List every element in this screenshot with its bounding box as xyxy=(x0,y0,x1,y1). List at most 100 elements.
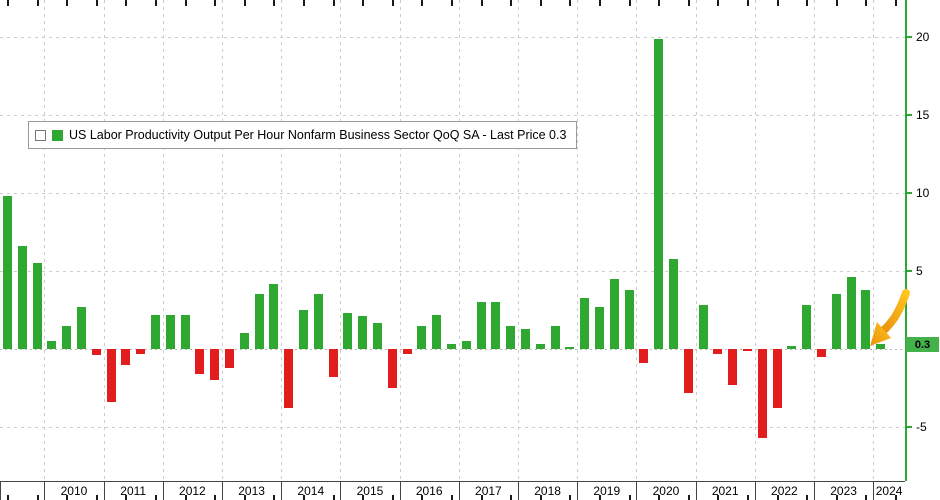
bar xyxy=(328,349,338,378)
top-axis-tick xyxy=(747,0,749,6)
top-axis-tick xyxy=(66,0,69,6)
bar xyxy=(17,246,27,349)
bar xyxy=(387,349,397,388)
gridline-v xyxy=(162,0,164,481)
y-axis-label: -5 xyxy=(916,420,927,434)
y-axis-label: 5 xyxy=(916,264,923,278)
y-axis-tick xyxy=(905,36,912,38)
bottom-edge-tick xyxy=(332,495,335,500)
year-tick xyxy=(340,481,342,500)
year-tick xyxy=(458,481,460,500)
top-axis-tick xyxy=(155,0,157,6)
bar xyxy=(402,349,412,354)
legend-label: US Labor Productivity Output Per Hour No… xyxy=(69,128,567,142)
bar xyxy=(772,349,782,409)
legend-checkbox-icon[interactable] xyxy=(35,129,46,141)
bottom-edge-tick xyxy=(776,495,779,500)
bar xyxy=(284,349,294,409)
bar xyxy=(535,344,545,349)
bar xyxy=(2,196,12,349)
bar xyxy=(742,349,752,351)
top-axis-tick xyxy=(451,0,453,6)
bar xyxy=(550,325,560,349)
bottom-edge-tick xyxy=(7,495,9,500)
bottom-edge-tick xyxy=(895,495,897,500)
bottom-edge-tick xyxy=(214,495,217,500)
top-axis-tick xyxy=(391,0,394,6)
bottom-edge-tick xyxy=(539,495,542,500)
year-label: 2015 xyxy=(356,484,384,498)
bar xyxy=(846,277,856,349)
top-axis-tick xyxy=(510,0,513,6)
top-axis-tick xyxy=(835,0,838,6)
bottom-edge-tick xyxy=(806,495,809,500)
year-tick xyxy=(103,481,105,500)
gridline-v xyxy=(636,0,638,481)
bar xyxy=(91,349,101,356)
top-axis-tick xyxy=(36,0,39,6)
bar xyxy=(446,344,456,349)
bottom-edge-tick xyxy=(391,495,394,500)
gridline-v xyxy=(695,0,697,481)
bottom-edge-tick xyxy=(747,495,749,500)
gridline-v xyxy=(577,0,579,481)
last-price-badge: 0.3 xyxy=(906,337,939,353)
bottom-edge-tick xyxy=(155,495,157,500)
bottom-edge-tick xyxy=(717,495,720,500)
gridline-v xyxy=(222,0,223,481)
year-label: 2022 xyxy=(771,484,798,498)
bottom-edge-tick xyxy=(480,495,483,500)
bar xyxy=(861,289,871,349)
bar xyxy=(432,314,442,349)
bar xyxy=(239,333,249,349)
top-axis-tick xyxy=(421,0,424,6)
gridline-v xyxy=(518,0,519,481)
gridline-h xyxy=(0,115,905,116)
bottom-edge-tick xyxy=(865,495,868,500)
year-label: 2011 xyxy=(120,484,147,498)
bar xyxy=(520,328,530,349)
year-label: 2010 xyxy=(60,484,88,498)
bar xyxy=(224,349,234,368)
top-axis-tick xyxy=(214,0,217,6)
bar xyxy=(47,341,57,349)
bar xyxy=(698,305,708,349)
year-tick xyxy=(873,481,875,500)
gridline-v xyxy=(44,0,46,481)
bottom-edge-tick xyxy=(569,495,572,500)
top-axis-tick xyxy=(480,0,483,6)
top-axis-tick xyxy=(776,0,779,6)
top-axis-tick xyxy=(539,0,542,6)
bar xyxy=(654,38,664,349)
year-tick xyxy=(222,481,223,500)
bottom-edge-tick xyxy=(421,495,424,500)
y-axis-tick xyxy=(905,426,912,428)
legend[interactable]: US Labor Productivity Output Per Hour No… xyxy=(28,121,578,149)
legend-swatch-icon xyxy=(52,129,63,141)
bar xyxy=(121,349,131,365)
bar xyxy=(165,314,175,349)
bar xyxy=(461,341,471,349)
bar xyxy=(506,325,516,349)
year-tick xyxy=(399,481,401,500)
year-label: 2014 xyxy=(297,484,325,498)
right-axis-line xyxy=(905,0,907,481)
year-tick xyxy=(518,481,519,500)
top-axis-tick xyxy=(303,0,305,6)
bottom-edge-tick xyxy=(243,495,246,500)
top-axis-tick xyxy=(658,0,661,6)
bar xyxy=(313,294,323,349)
bar xyxy=(298,310,308,349)
top-axis-tick xyxy=(599,0,601,6)
bar xyxy=(802,305,812,349)
year-tick xyxy=(814,481,815,500)
bottom-edge-tick xyxy=(599,495,601,500)
year-label: 2024 xyxy=(875,484,903,498)
year-label: 2016 xyxy=(415,484,443,498)
bottom-edge-tick xyxy=(510,495,513,500)
year-label: 2017 xyxy=(475,484,502,498)
bottom-edge-tick xyxy=(95,495,98,500)
year-tick xyxy=(0,481,1,500)
year-label: 2012 xyxy=(179,484,206,498)
top-axis-tick xyxy=(865,0,868,6)
